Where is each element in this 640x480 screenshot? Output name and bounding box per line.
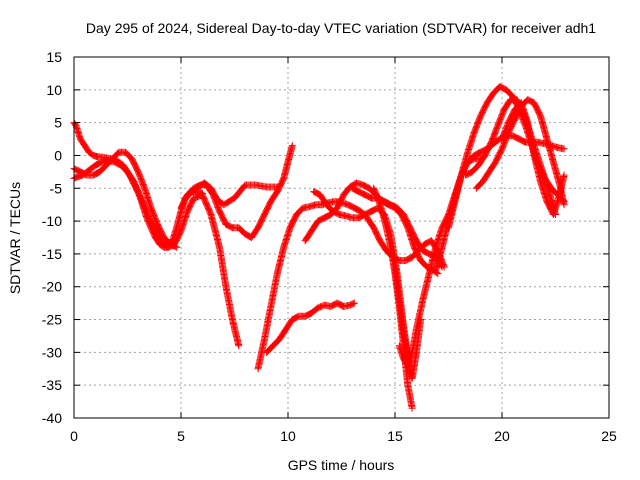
data-point xyxy=(173,243,181,251)
data-series xyxy=(254,197,448,373)
data-point xyxy=(113,150,121,158)
data-point xyxy=(437,262,445,270)
y-tick-label: -15 xyxy=(42,246,62,262)
data-point xyxy=(408,404,416,412)
chart-grid xyxy=(74,57,609,418)
y-tick-label: -25 xyxy=(42,312,62,328)
data-series xyxy=(70,119,243,350)
data-point xyxy=(560,145,568,153)
data-point xyxy=(350,299,358,307)
x-tick-label: 10 xyxy=(280,428,296,444)
data-point xyxy=(288,142,296,150)
x-tick-label: 5 xyxy=(177,428,185,444)
plot-frame xyxy=(73,56,610,419)
y-tick-label: -30 xyxy=(42,344,62,360)
y-tick-label: -20 xyxy=(42,279,62,295)
chart-points xyxy=(70,83,568,412)
x-tick-label: 20 xyxy=(494,428,510,444)
data-series xyxy=(498,99,568,218)
y-tick-label: -40 xyxy=(42,410,62,426)
data-series xyxy=(472,96,568,209)
x-tick-label: 25 xyxy=(601,428,617,444)
y-tick-label: -5 xyxy=(50,180,63,196)
y-tick-label: -35 xyxy=(42,377,62,393)
x-tick-labels: 0 5 10 15 20 25 xyxy=(70,428,617,444)
y-tick-labels: 15 10 5 0 -5 -10 -15 -20 -25 -30 -35 -40 xyxy=(42,49,62,426)
data-point xyxy=(235,342,243,350)
x-axis-title: GPS time / hours xyxy=(288,457,395,473)
x-tick-label: 0 xyxy=(70,428,78,444)
data-point xyxy=(560,171,568,179)
y-tick-label: -10 xyxy=(42,213,62,229)
data-series xyxy=(263,299,358,356)
y-tick-label: 5 xyxy=(54,115,62,131)
y-tick-label: 0 xyxy=(54,147,62,163)
data-series xyxy=(181,179,281,209)
chart-ticks xyxy=(73,56,610,419)
data-point xyxy=(560,201,568,209)
data-point xyxy=(273,183,281,191)
x-tick-label: 15 xyxy=(387,428,403,444)
y-axis-title: SDTVAR / TECUs xyxy=(7,182,23,294)
chart-title: Day 295 of 2024, Sidereal Day-to-day VTE… xyxy=(86,20,596,36)
data-series xyxy=(70,148,181,251)
y-tick-label: 10 xyxy=(46,82,62,98)
y-tick-label: 15 xyxy=(46,49,62,65)
